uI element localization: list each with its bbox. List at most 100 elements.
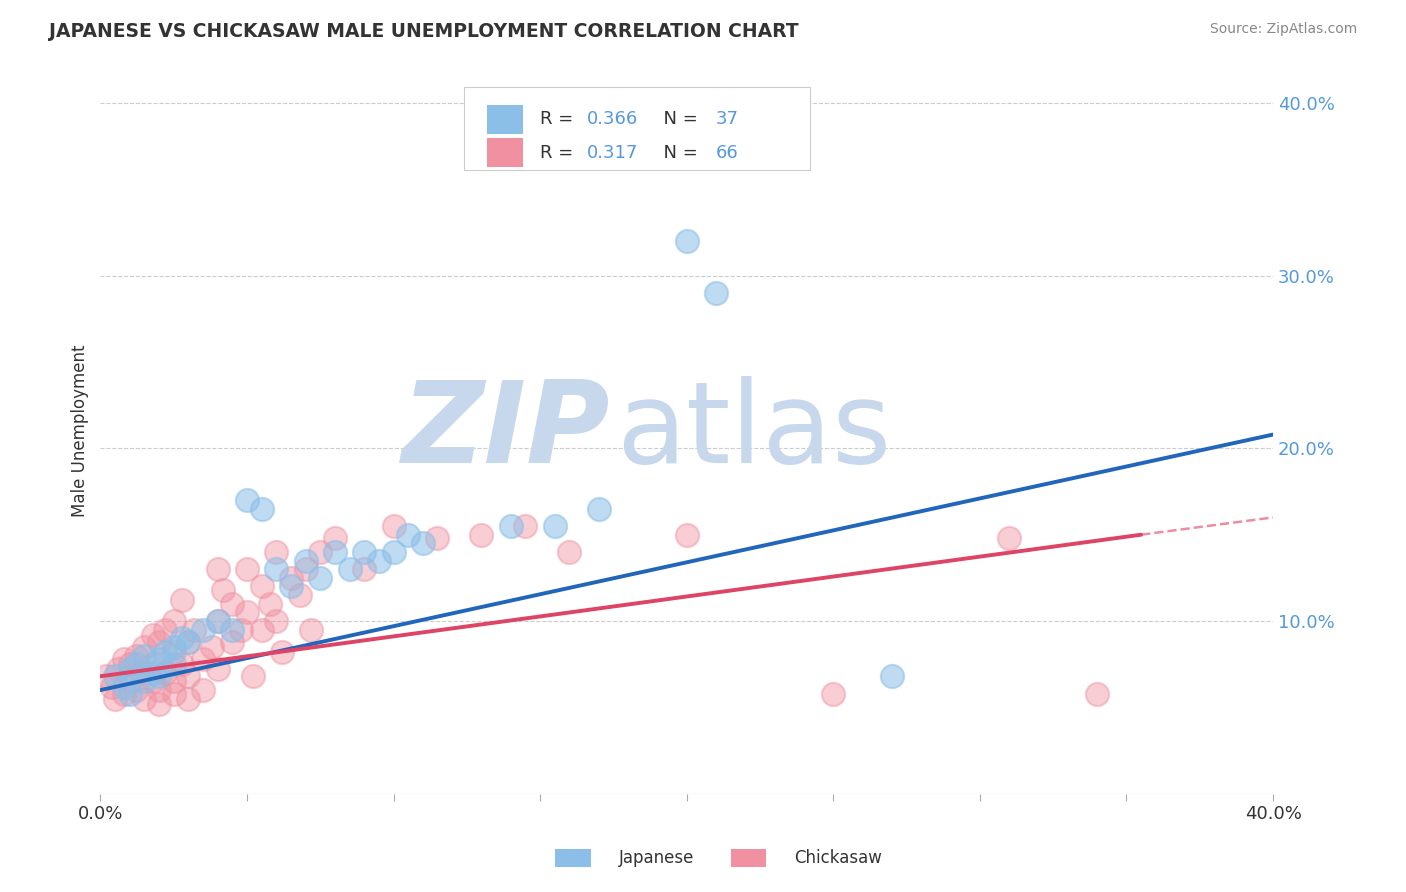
Point [288, 588, 311, 602]
FancyBboxPatch shape [488, 138, 523, 167]
Point [259, 597, 281, 611]
Point [112, 652, 135, 666]
Point [264, 545, 287, 559]
Point [112, 687, 135, 701]
Point [301, 623, 323, 637]
Point [704, 285, 727, 300]
Point [134, 674, 156, 689]
Point [280, 571, 302, 585]
Point [148, 652, 170, 666]
Point [148, 669, 170, 683]
Point [323, 545, 346, 559]
Point [250, 623, 273, 637]
Point [382, 545, 405, 559]
Point [207, 562, 229, 576]
Y-axis label: Male Unemployment: Male Unemployment [72, 345, 89, 517]
Point [163, 640, 186, 654]
Point [271, 645, 294, 659]
Point [172, 657, 194, 672]
Point [998, 531, 1021, 545]
Point [353, 562, 375, 576]
Point [153, 623, 176, 637]
Point [183, 623, 205, 637]
FancyBboxPatch shape [488, 104, 523, 134]
Point [426, 531, 449, 545]
Point [675, 234, 697, 248]
Point [280, 579, 302, 593]
Point [118, 674, 141, 689]
Point [294, 553, 316, 567]
Point [191, 623, 214, 637]
Text: 66: 66 [716, 144, 738, 161]
Point [177, 634, 200, 648]
FancyBboxPatch shape [464, 87, 810, 170]
Point [558, 545, 581, 559]
Point [207, 614, 229, 628]
Point [153, 665, 176, 680]
Point [309, 545, 332, 559]
Point [309, 571, 332, 585]
Point [544, 519, 567, 533]
Point [142, 628, 165, 642]
Point [207, 614, 229, 628]
Text: Japanese: Japanese [619, 849, 695, 867]
Point [515, 519, 537, 533]
Point [124, 648, 146, 663]
Text: 0.317: 0.317 [588, 144, 638, 161]
Point [172, 632, 194, 646]
Point [221, 597, 243, 611]
Point [134, 691, 156, 706]
Point [131, 665, 153, 680]
Point [104, 691, 127, 706]
Point [107, 662, 129, 676]
Point [134, 648, 156, 663]
Point [118, 657, 141, 672]
Point [153, 645, 176, 659]
Point [412, 536, 434, 550]
Point [207, 662, 229, 676]
Text: Chickasaw: Chickasaw [794, 849, 883, 867]
Text: atlas: atlas [616, 376, 891, 487]
Point [499, 519, 522, 533]
Point [823, 687, 845, 701]
Point [264, 614, 287, 628]
Point [588, 501, 610, 516]
Point [675, 527, 697, 541]
Text: Source: ZipAtlas.com: Source: ZipAtlas.com [1209, 22, 1357, 37]
Point [201, 640, 224, 654]
Point [163, 645, 186, 659]
Point [191, 683, 214, 698]
Point [163, 674, 186, 689]
Point [118, 687, 141, 701]
Point [229, 623, 252, 637]
Point [353, 545, 375, 559]
Point [1085, 687, 1108, 701]
Point [880, 669, 903, 683]
Point [212, 582, 235, 597]
Point [264, 562, 287, 576]
Point [339, 562, 361, 576]
Point [163, 614, 186, 628]
Point [112, 680, 135, 694]
Point [124, 657, 146, 672]
Point [177, 691, 200, 706]
Point [148, 697, 170, 711]
Text: ZIP: ZIP [402, 376, 610, 487]
Point [142, 665, 165, 680]
Text: JAPANESE VS CHICKASAW MALE UNEMPLOYMENT CORRELATION CHART: JAPANESE VS CHICKASAW MALE UNEMPLOYMENT … [49, 22, 799, 41]
Point [124, 683, 146, 698]
Point [177, 669, 200, 683]
Point [382, 519, 405, 533]
Point [118, 662, 141, 676]
Point [221, 634, 243, 648]
Point [163, 657, 186, 672]
Point [294, 562, 316, 576]
Text: 0.366: 0.366 [588, 111, 638, 128]
Point [236, 606, 259, 620]
Point [172, 593, 194, 607]
Text: R =: R = [540, 144, 579, 161]
Point [236, 493, 259, 508]
Text: N =: N = [651, 111, 703, 128]
Point [142, 674, 165, 689]
Point [142, 657, 165, 672]
